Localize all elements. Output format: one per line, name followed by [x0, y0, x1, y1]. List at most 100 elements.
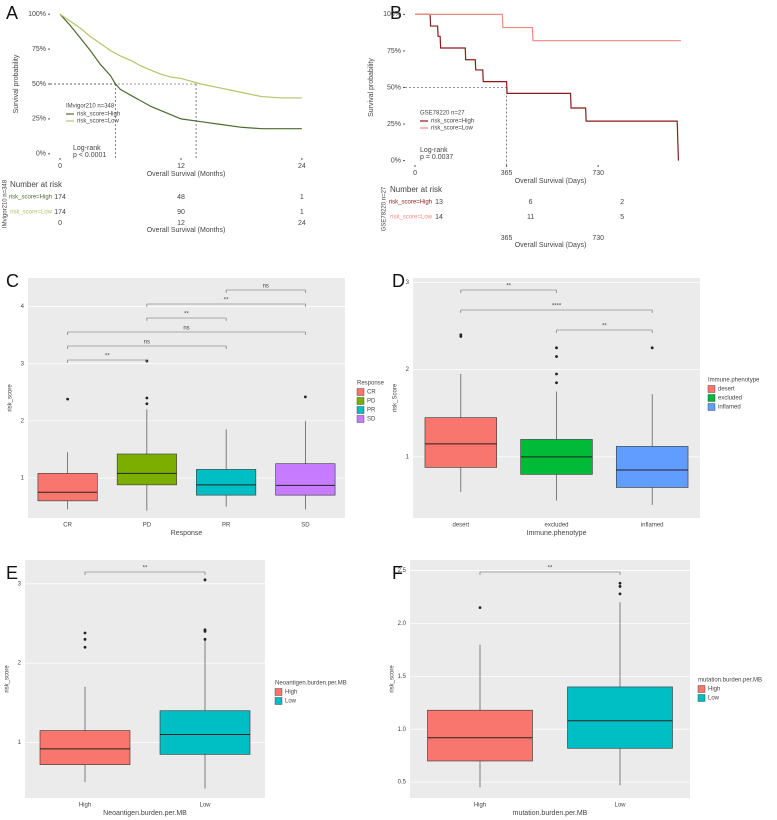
legend-label: risk_score=High	[431, 119, 474, 125]
box	[196, 469, 257, 496]
y-tick-label: 2.0	[398, 621, 407, 627]
x-axis-label: Overall Survival (Days)	[515, 178, 587, 185]
y-axis-label: Survival probability	[368, 58, 375, 117]
x-tick-label: SD	[301, 523, 310, 529]
significance-label: **	[143, 566, 148, 572]
risk-table-title: Number at risk	[390, 185, 443, 194]
legend-label: Low	[708, 696, 720, 702]
legend-key	[356, 415, 365, 423]
x-tick-label: PD	[143, 523, 152, 529]
annotation: p < 0.0001	[73, 152, 106, 159]
annotation: Log-rank	[420, 147, 448, 154]
risk-count: 1	[300, 209, 304, 216]
box	[427, 709, 533, 762]
outlier	[650, 346, 654, 350]
x-axis-label: Response	[171, 530, 203, 537]
y-tick-label: 3	[21, 361, 25, 367]
y-tick-label: 75%	[387, 48, 401, 55]
y-tick-label: 2	[21, 418, 25, 424]
risk-row-name: risk_score=Low	[10, 210, 53, 216]
legend-key	[274, 697, 283, 705]
legend-label: risk_score=High	[77, 112, 120, 118]
box	[159, 710, 251, 755]
legend-key	[356, 397, 365, 405]
risk-x-tick-label: 24	[298, 220, 306, 227]
x-axis-label: mutation.burden.per.MB	[513, 810, 588, 817]
y-tick-label: 2	[406, 367, 410, 373]
y-tick-label: 4	[21, 304, 25, 310]
x-tick-label: Low	[199, 803, 211, 809]
significance-bracket	[225, 289, 306, 293]
legend-title: Immune.phenotype	[708, 378, 760, 384]
risk-table-title: Number at risk	[10, 180, 63, 189]
risk-count: 5	[620, 214, 624, 221]
risk-x-tick-label: 12	[177, 220, 185, 227]
survival-curve	[59, 13, 302, 99]
panel-label: A	[6, 3, 18, 23]
outlier	[618, 585, 622, 588]
risk-x-tick-label: 730	[592, 235, 604, 242]
significance-bracket	[67, 359, 148, 363]
x-tick-label: desert	[452, 523, 469, 529]
significance-label: **	[548, 566, 553, 572]
outlier	[66, 397, 70, 401]
panel-label: B	[390, 3, 402, 23]
risk-count: 2	[620, 199, 624, 206]
box	[424, 417, 498, 468]
y-tick-label: 2.5	[398, 568, 407, 574]
y-tick-label: 75%	[32, 46, 46, 53]
box	[275, 463, 336, 496]
significance-bracket	[84, 571, 206, 575]
panel-label: F	[392, 563, 403, 583]
outlier	[555, 355, 558, 358]
legend-title: mutation.burden.per.MB	[698, 678, 762, 684]
outlier	[145, 396, 149, 400]
risk-row-name: risk_score=Low	[390, 215, 433, 221]
legend-label: CR	[367, 390, 376, 396]
box	[615, 446, 689, 488]
legend-label: risk_score=Low	[431, 126, 474, 132]
significance-label: ns	[263, 284, 269, 290]
x-axis-label: Neoantigen.burden.per.MB	[103, 810, 187, 817]
legend-key	[274, 688, 283, 696]
box	[567, 686, 673, 749]
y-tick-label: 0.5	[398, 780, 407, 786]
x-tick-label: 365	[501, 170, 513, 177]
y-tick-label: 100%	[383, 11, 401, 18]
legend-key	[707, 385, 716, 393]
significance-bracket	[460, 289, 557, 293]
legend-title: Response	[357, 381, 385, 387]
annotation: p = 0.0037	[420, 154, 453, 161]
significance-bracket	[556, 329, 653, 333]
y-tick-label: 25%	[32, 116, 46, 123]
y-tick-label: 25%	[387, 121, 401, 128]
legend-title: GSE78220 n=27	[420, 111, 465, 117]
box	[116, 453, 177, 486]
y-tick-label: 1.0	[398, 727, 407, 733]
outlier	[618, 581, 622, 585]
box	[39, 730, 131, 765]
outlier	[555, 372, 558, 376]
y-axis-label: risk_score	[8, 384, 14, 412]
outlier	[459, 333, 463, 337]
legend-key	[707, 394, 716, 402]
y-axis-label: risk_score	[390, 665, 396, 693]
risk-count: 13	[435, 199, 443, 206]
significance-bracket	[146, 303, 306, 307]
x-tick-label: CR	[63, 523, 72, 529]
y-tick-label: 50%	[387, 84, 401, 91]
x-tick-label: 730	[592, 170, 604, 177]
risk-row-name: risk_score=High	[9, 195, 52, 201]
risk-count: 11	[527, 214, 534, 221]
legend-key	[356, 406, 365, 414]
legend-label: High	[708, 687, 720, 693]
panel-label: E	[6, 563, 18, 583]
significance-bracket	[460, 309, 653, 313]
x-tick-label: 24	[298, 163, 306, 170]
legend-key	[356, 388, 365, 396]
risk-row-name: risk_score=High	[389, 200, 432, 206]
legend-label: Low	[285, 699, 297, 705]
y-tick-label: 2	[18, 661, 22, 667]
annotation: Log-rank	[73, 145, 101, 152]
outlier	[203, 628, 207, 632]
